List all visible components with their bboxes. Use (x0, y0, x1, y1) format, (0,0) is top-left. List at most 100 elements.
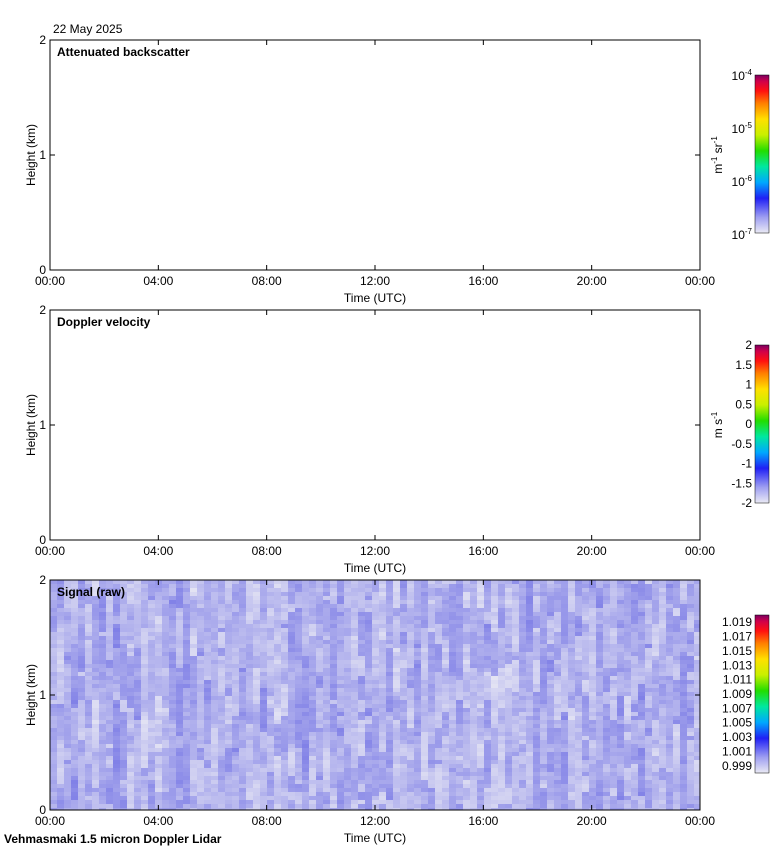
heatmap-cell (596, 768, 604, 773)
heatmap-cell (211, 784, 219, 789)
heatmap-cell (141, 604, 149, 609)
heatmap-cell (610, 776, 618, 781)
heatmap-cell (575, 628, 583, 633)
heatmap-cell (512, 724, 520, 729)
heatmap-cell (344, 640, 352, 645)
heatmap-cell (470, 640, 478, 645)
heatmap-cell (372, 776, 380, 781)
heatmap-cell (456, 660, 464, 665)
heatmap-cell (358, 732, 366, 737)
heatmap-cell (337, 724, 345, 729)
heatmap-cell (218, 708, 226, 713)
heatmap-cell (344, 644, 352, 649)
heatmap-cell (218, 752, 226, 757)
heatmap-cell (274, 620, 282, 625)
heatmap-cell (190, 652, 198, 657)
heatmap-cell (239, 580, 247, 585)
heatmap-cell (211, 652, 219, 657)
heatmap-cell (603, 748, 611, 753)
heatmap-cell (533, 644, 541, 649)
heatmap-cell (407, 596, 415, 601)
heatmap-cell (603, 732, 611, 737)
heatmap-cell (477, 768, 485, 773)
heatmap-cell (498, 592, 506, 597)
heatmap-cell (351, 640, 359, 645)
heatmap-cell (225, 616, 233, 621)
heatmap-cell (610, 640, 618, 645)
heatmap-cell (456, 744, 464, 749)
heatmap-cell (281, 728, 289, 733)
heatmap-cell (127, 652, 135, 657)
heatmap-cell (211, 692, 219, 697)
heatmap-cell (295, 724, 303, 729)
heatmap-cell (624, 696, 632, 701)
heatmap-cell (575, 648, 583, 653)
heatmap-cell (540, 752, 548, 757)
heatmap-cell (64, 808, 72, 810)
heatmap-cell (344, 696, 352, 701)
heatmap-cell (463, 644, 471, 649)
heatmap-cell (197, 660, 205, 665)
heatmap-cell (498, 660, 506, 665)
heatmap-cell (211, 736, 219, 741)
heatmap-cell (379, 676, 387, 681)
heatmap-cell (323, 604, 331, 609)
heatmap-cell (428, 700, 436, 705)
heatmap-cell (575, 776, 583, 781)
heatmap-cell (379, 756, 387, 761)
heatmap-cell (50, 628, 58, 633)
heatmap-cell (155, 680, 163, 685)
heatmap-cell (162, 656, 170, 661)
heatmap-cell (561, 692, 569, 697)
heatmap-cell (78, 720, 86, 725)
heatmap-cell (288, 696, 296, 701)
heatmap-cell (50, 708, 58, 713)
heatmap-cell (470, 728, 478, 733)
heatmap-cell (561, 592, 569, 597)
heatmap-cell (386, 796, 394, 801)
heatmap-cell (372, 712, 380, 717)
heatmap-cell (148, 760, 156, 765)
heatmap-cell (337, 708, 345, 713)
heatmap-cell (449, 584, 457, 589)
heatmap-cell (183, 796, 191, 801)
heatmap-cell (428, 612, 436, 617)
heatmap-cell (113, 584, 121, 589)
heatmap-cell (428, 756, 436, 761)
heatmap-cell (302, 800, 310, 805)
heatmap-cell (183, 712, 191, 717)
heatmap-cell (211, 584, 219, 589)
heatmap-cell (358, 616, 366, 621)
heatmap-cell (246, 784, 254, 789)
heatmap-cell (253, 672, 261, 677)
heatmap-cell (540, 620, 548, 625)
heatmap-cell (442, 704, 450, 709)
heatmap-cell (414, 788, 422, 793)
heatmap-cell (589, 776, 597, 781)
heatmap-cell (400, 680, 408, 685)
heatmap-cell (526, 580, 534, 585)
heatmap-cell (617, 656, 625, 661)
heatmap-cell (64, 788, 72, 793)
heatmap-cell (435, 624, 443, 629)
heatmap-cell (428, 768, 436, 773)
heatmap-cell (162, 800, 170, 805)
heatmap-cell (50, 652, 58, 657)
heatmap-cell (610, 604, 618, 609)
heatmap-cell (568, 604, 576, 609)
heatmap-cell (484, 672, 492, 677)
heatmap-cell (512, 788, 520, 793)
heatmap-cell (589, 692, 597, 697)
heatmap-cell (267, 800, 275, 805)
heatmap-cell (582, 652, 590, 657)
heatmap-cell (582, 632, 590, 637)
heatmap-cell (260, 752, 268, 757)
heatmap-cell (491, 608, 499, 613)
heatmap-cell (309, 744, 317, 749)
heatmap-cell (267, 632, 275, 637)
heatmap-cell (176, 616, 184, 621)
heatmap-cell (589, 696, 597, 701)
heatmap-cell (169, 748, 177, 753)
heatmap-cell (323, 768, 331, 773)
heatmap-cell (211, 680, 219, 685)
